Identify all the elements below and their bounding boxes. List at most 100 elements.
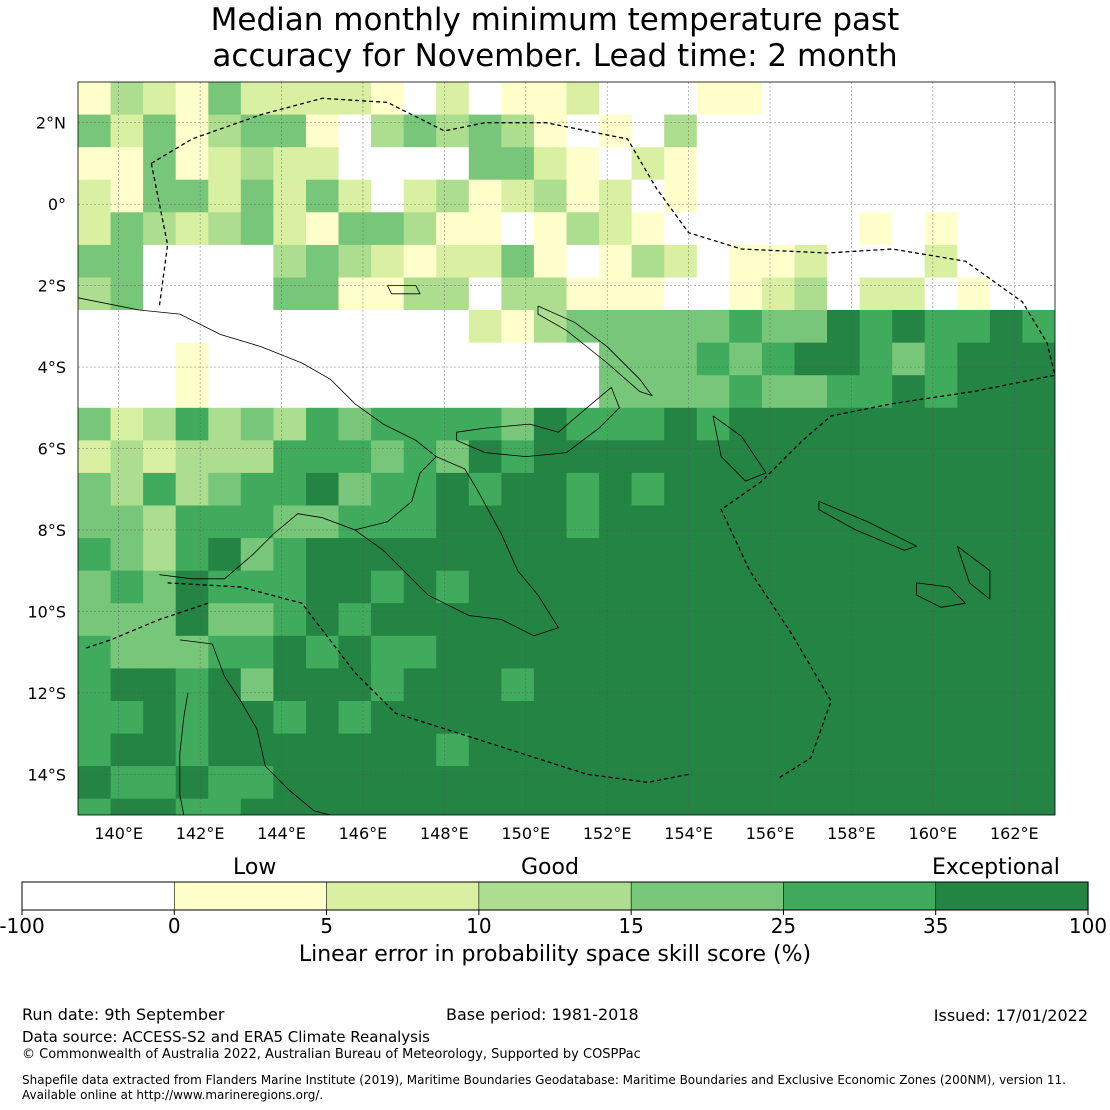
lat-tick-label: 14°S (27, 765, 66, 784)
grid-cell (240, 505, 274, 539)
grid-cell (794, 538, 828, 572)
grid-cell (371, 179, 405, 213)
grid-cell (761, 472, 796, 507)
grid-cell (827, 244, 861, 279)
solomon-malaita-coastline (956, 545, 991, 601)
solomon-isabel-coastline (818, 501, 918, 551)
grid-cell (664, 701, 698, 735)
colorbar-bin (173, 881, 328, 911)
grid-cell (892, 277, 926, 311)
grid-cell (827, 635, 861, 669)
grid-cell (892, 147, 926, 181)
grid-cell (240, 277, 274, 311)
grid-cell (761, 766, 796, 800)
grid-cell (924, 375, 958, 409)
grid-cell (143, 375, 177, 409)
grid-cell (631, 733, 665, 767)
graticule (78, 82, 1055, 815)
grid-cell (827, 570, 861, 604)
grid-cell (403, 179, 437, 213)
grid-cell (403, 375, 437, 409)
grid-cell (664, 733, 698, 767)
grid-cell (78, 375, 112, 409)
grid-cell (501, 244, 535, 279)
grid-cell (599, 212, 633, 246)
grid-cell (729, 440, 763, 474)
grid-cell (827, 407, 861, 441)
grid-cell (566, 310, 600, 344)
grid-cell (696, 342, 730, 376)
grid-cell (208, 733, 242, 767)
grid-cell (273, 538, 307, 572)
new-guinea-south-coast-coastline (354, 456, 560, 637)
grid-cell (110, 147, 144, 181)
grid-cell (566, 635, 600, 669)
grid-cell (208, 407, 242, 441)
cape-york-west-coastline (179, 692, 189, 815)
grid-cell (208, 798, 242, 815)
grid-cell (338, 310, 372, 344)
coastlines (78, 285, 991, 815)
grid-cell (599, 733, 633, 767)
grid-cell (827, 310, 861, 344)
grid-cell (631, 766, 665, 800)
grid-cell (1022, 114, 1055, 148)
lon-tick-label: 156°E (746, 824, 795, 843)
grid-cell (143, 570, 177, 604)
grid-cell (208, 179, 242, 213)
grid-cell (761, 342, 796, 376)
lat-tick-label: 10°S (27, 602, 66, 621)
grid-cell (273, 505, 307, 539)
grid-cell (501, 114, 535, 148)
grid-cell (143, 342, 177, 376)
grid-cell (533, 147, 568, 181)
grid-cell (110, 570, 144, 604)
grid-cell (729, 179, 763, 213)
grid-cell (924, 114, 958, 148)
grid-cell (78, 114, 112, 148)
colorbar-bin (21, 881, 175, 911)
grid-cell (306, 244, 340, 279)
grid-cell (1022, 733, 1055, 767)
grid-cell (827, 505, 861, 539)
grid-cell (468, 310, 502, 344)
grid-cell (827, 277, 861, 311)
colorbar: -100 0 5 10 15 25 35 100 (0, 881, 1107, 938)
grid-cell (794, 766, 828, 800)
grid-cell (566, 179, 600, 213)
grid-cell (78, 310, 112, 344)
grid-cell (859, 407, 893, 441)
grid-cell (338, 342, 372, 376)
grid-cell (468, 407, 502, 441)
grid-cell (436, 244, 470, 279)
grid-cell (566, 798, 600, 815)
colorbar-bin (783, 881, 937, 911)
grid-cell (696, 179, 730, 213)
colorbar-tick-label: -100 (0, 914, 45, 938)
grid-cell (306, 733, 340, 767)
grid-cell (989, 798, 1024, 815)
grid-cell (533, 277, 568, 311)
grid-cell (664, 212, 698, 246)
grid-cell (664, 375, 698, 409)
grid-cell (208, 472, 242, 507)
grid-cell (240, 603, 274, 637)
grid-cell (533, 668, 568, 702)
grid-cell (794, 179, 828, 213)
grid-cell (175, 701, 209, 735)
grid-cell (468, 375, 502, 409)
grid-cell (175, 472, 209, 507)
grid-cell (338, 798, 372, 815)
colorbar-bin (630, 881, 785, 911)
grid-cell (1022, 147, 1055, 181)
grid-cell (924, 701, 958, 735)
grid-cell (664, 82, 698, 116)
grid-cell (143, 733, 177, 767)
grid-cell (729, 244, 763, 279)
grid-cell (696, 114, 730, 148)
grid-cell (110, 766, 144, 800)
grid-cell (78, 440, 112, 474)
grid-cell (306, 407, 340, 441)
grid-cell (143, 668, 177, 702)
grid-cell (957, 603, 991, 637)
